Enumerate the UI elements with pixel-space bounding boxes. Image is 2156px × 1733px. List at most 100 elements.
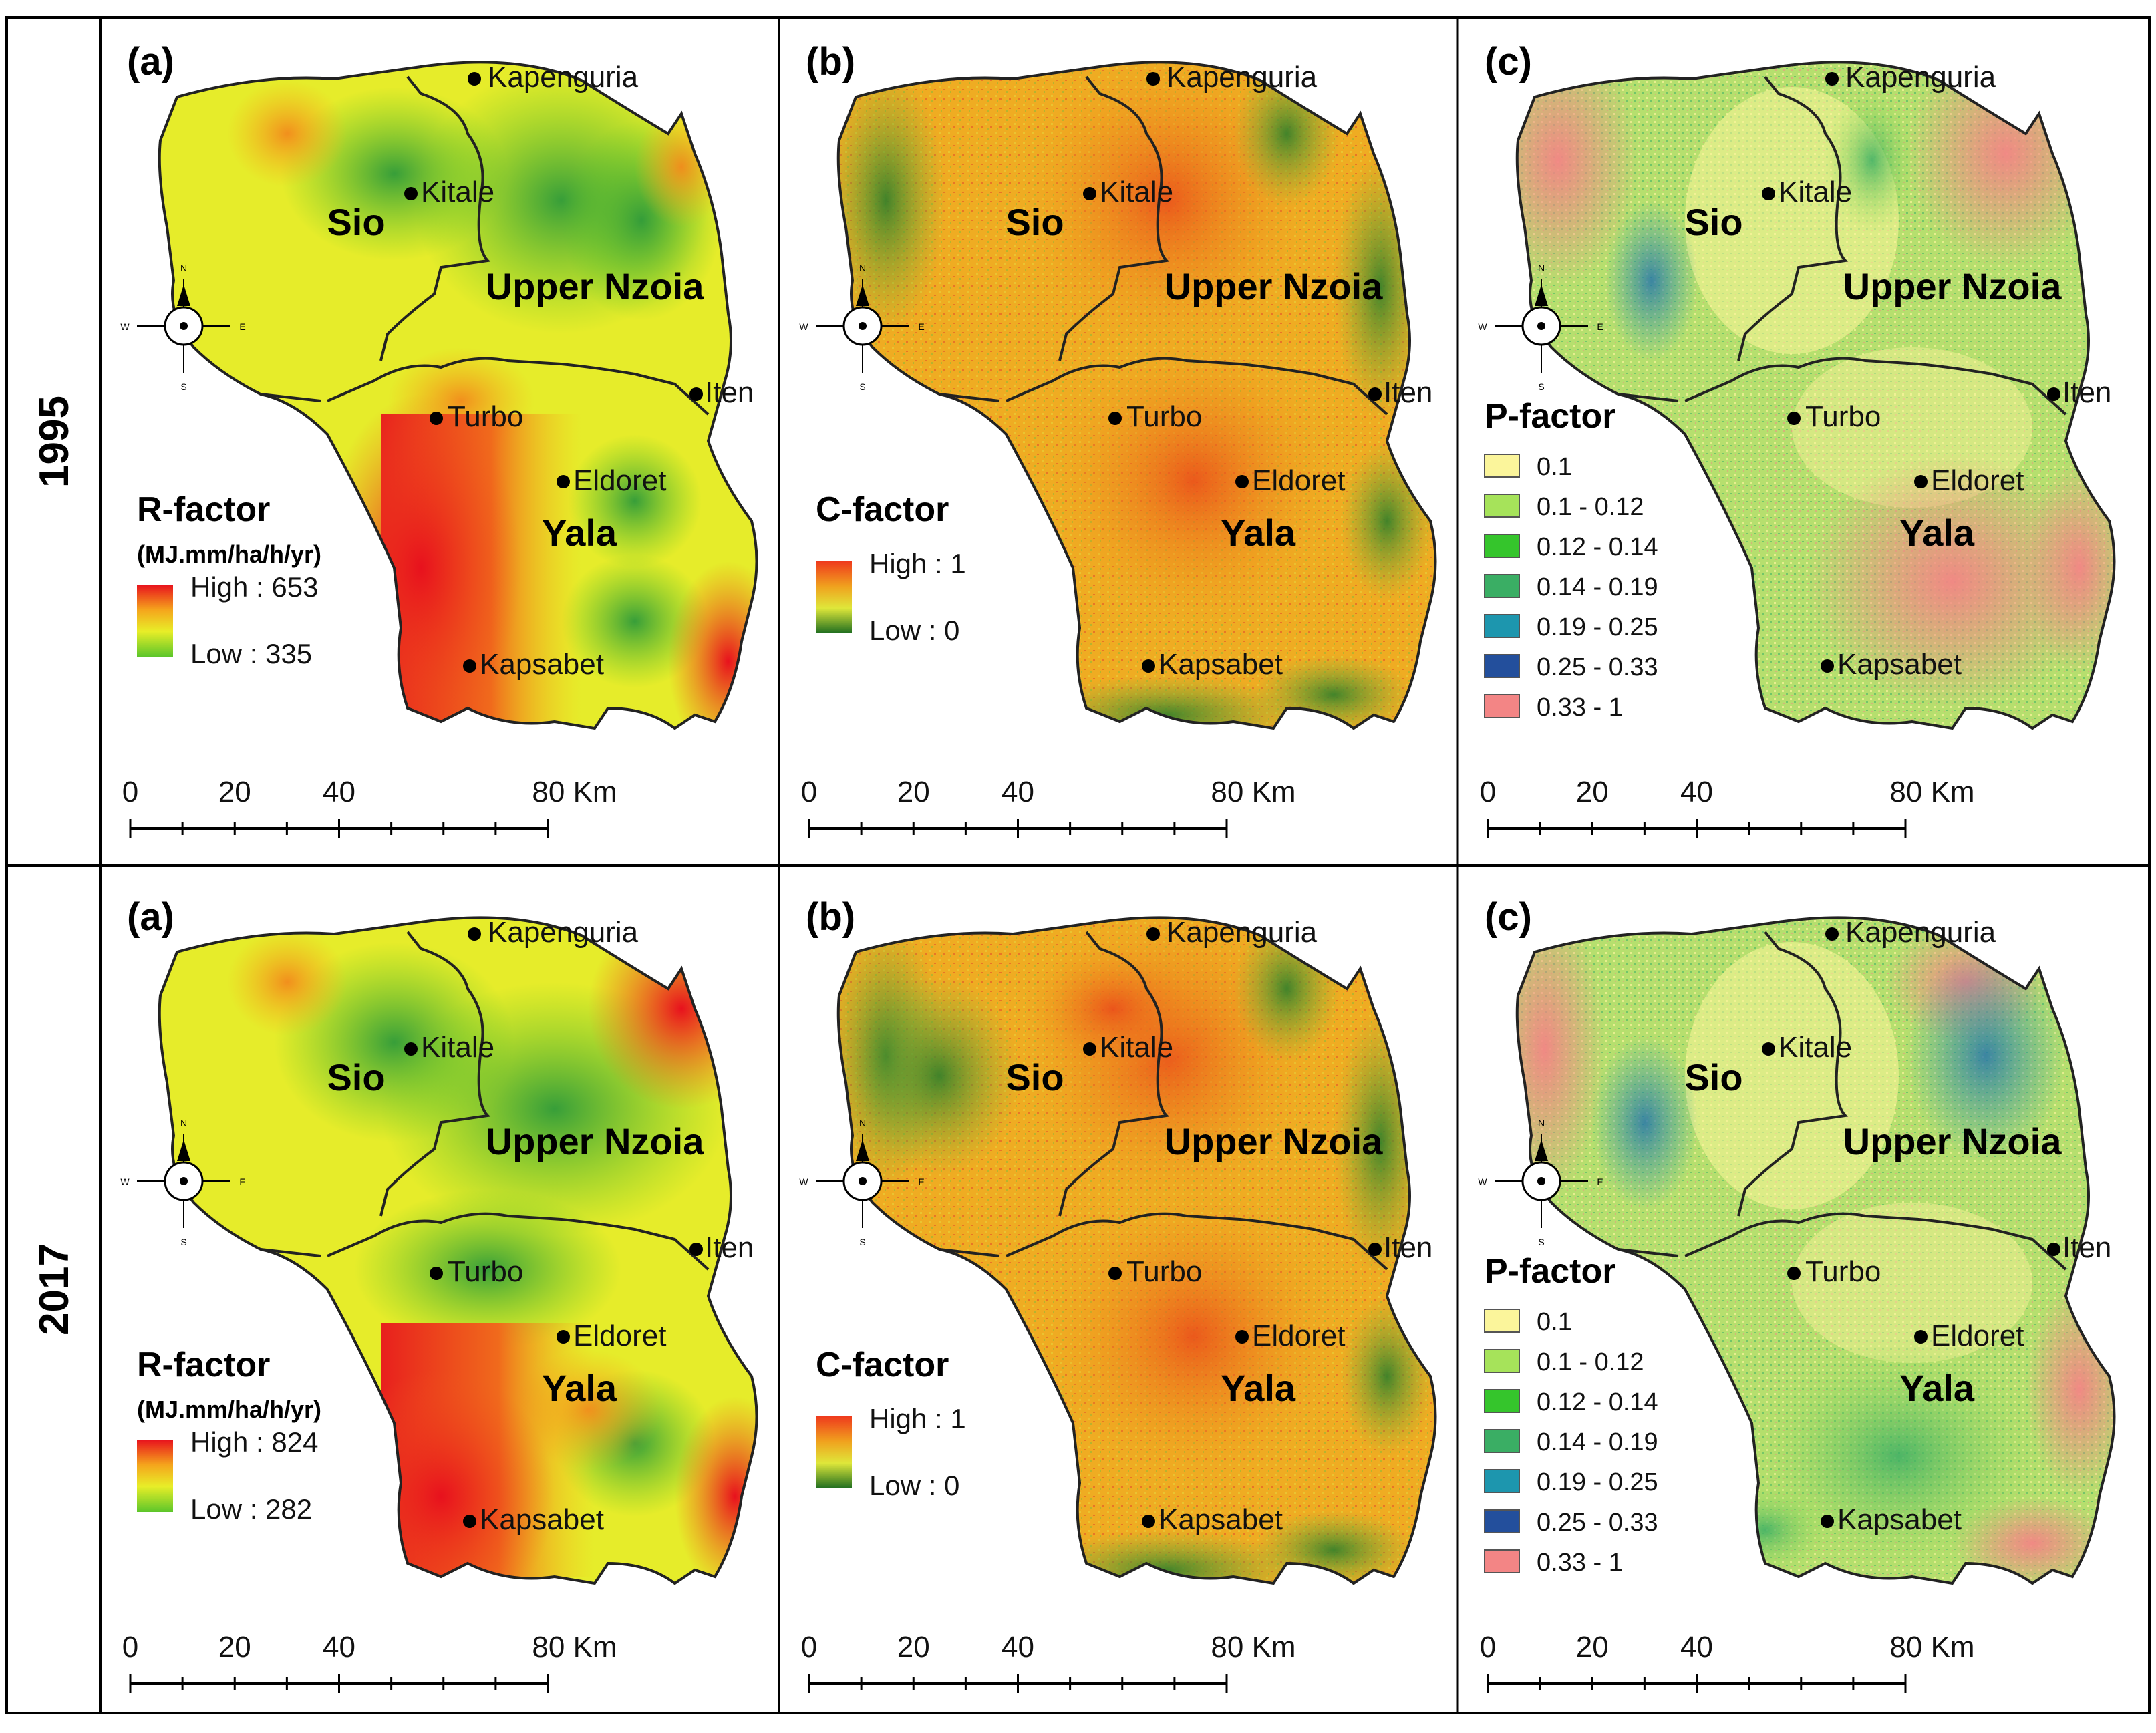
- town-marker: [1368, 387, 1382, 401]
- catchment-outline: [158, 61, 758, 730]
- town-marker: [1787, 412, 1801, 425]
- compass-letter: W: [1478, 1176, 1487, 1187]
- north-arrow-icon: N S E W: [120, 263, 245, 392]
- sub-basin-boundary: [379, 75, 491, 361]
- legend-high-label: High : 653: [190, 571, 318, 603]
- basin-label: Yala: [1899, 1367, 1975, 1409]
- town-label: Eldoret: [573, 464, 666, 497]
- compass-letter: N: [180, 263, 187, 273]
- legend-swatch: [1484, 694, 1520, 718]
- legend-class-label: 0.12 - 0.14: [1537, 1388, 1658, 1416]
- sub-basin-boundary: [939, 393, 1000, 402]
- panel-letter: (c): [1485, 895, 1532, 939]
- basin-label: Yala: [1221, 512, 1296, 554]
- scale-bar: 0 20 40 80 Km: [1480, 776, 1975, 838]
- scale-label: 80 Km: [532, 1631, 617, 1664]
- year-label: 2017: [31, 1243, 78, 1335]
- basin-label: Upper Nzoia: [1843, 265, 2062, 307]
- sub-basin-boundary: [1618, 393, 1679, 402]
- town-marker: [1235, 1330, 1249, 1344]
- legend-high-label: High : 824: [190, 1426, 318, 1458]
- panel-letter: (c): [1485, 40, 1532, 84]
- compass-letter: S: [180, 381, 186, 392]
- scale-label: 0: [801, 1631, 817, 1664]
- north-arrow-icon: N S E W: [1478, 1118, 1603, 1247]
- scale-label: 0: [801, 776, 817, 808]
- sub-basin-boundary: [260, 393, 321, 402]
- town-label: Turbo: [1805, 1255, 1881, 1288]
- legend-title: C-factor: [816, 490, 949, 529]
- town-label: Kitale: [421, 1031, 494, 1064]
- c-factor-panel: Kapenguria Kitale Iten Turbo Eldoret Kapsabet…: [799, 895, 1437, 1693]
- scale-label: 80 Km: [1889, 776, 1974, 808]
- basin-label: Yala: [542, 1367, 617, 1409]
- town-marker: [1142, 1515, 1155, 1528]
- legend: P-factor 0.1 0.1 - 0.12 0.12 - 0.14 0.14 - 0…: [1484, 1252, 1658, 1577]
- year-labels: 1995 2017: [31, 396, 78, 1335]
- sub-basin-boundary: [1006, 357, 1388, 416]
- legend-low-label: Low : 282: [190, 1493, 312, 1525]
- legend-unit: (MJ.mm/ha/h/yr): [137, 540, 321, 568]
- legend-class-label: 0.25 - 0.33: [1537, 653, 1658, 681]
- town-marker: [1825, 927, 1839, 941]
- basin-label: Sio: [1684, 1056, 1742, 1098]
- compass-letter: N: [1538, 263, 1545, 273]
- legend: R-factor (MJ.mm/ha/h/yr) High : 824 Low : 2…: [137, 1346, 321, 1525]
- scale-bar: 0 20 40 80 Km: [801, 1631, 1296, 1693]
- legend-class-label: 0.14 - 0.19: [1537, 1428, 1658, 1456]
- town-marker: [1762, 1042, 1775, 1056]
- c-factor-panel: Kapenguria Kitale Iten Turbo Eldoret Kapsabet…: [799, 40, 1437, 838]
- panels: Kapenguria Kitale Iten Turbo Eldoret Kapsabet…: [120, 40, 2116, 1693]
- p-factor-surface: [1517, 62, 2115, 729]
- compass-letter: E: [239, 1176, 245, 1187]
- basin-label: Yala: [1899, 512, 1975, 554]
- legend-title: P-factor: [1485, 1252, 1615, 1291]
- sub-basin-boundary: [260, 1248, 321, 1257]
- catchment-outline: [158, 916, 758, 1585]
- catchment-outline: [836, 916, 1437, 1585]
- scale-bar: 0 20 40 80 Km: [122, 1631, 617, 1693]
- town-label: Kapenguria: [1845, 916, 1996, 949]
- town-label: Kapenguria: [488, 916, 639, 949]
- legend: C-factor High : 1 Low : 0: [816, 1346, 966, 1501]
- legend-swatch: [1484, 574, 1520, 598]
- legend: P-factor 0.1 0.1 - 0.12 0.12 - 0.14 0.14 - 0…: [1484, 397, 1658, 722]
- scale-label: 80 Km: [532, 776, 617, 808]
- basin-label: Sio: [327, 201, 385, 243]
- town-marker: [1368, 1243, 1382, 1256]
- basin-label: Upper Nzoia: [1843, 1120, 2062, 1162]
- legend-swatch: [1484, 1509, 1520, 1533]
- town-marker: [2047, 1243, 2060, 1256]
- compass-letter: W: [120, 321, 130, 332]
- sub-basin-boundary: [939, 1248, 1000, 1257]
- town-marker: [557, 1330, 570, 1344]
- town-marker: [1108, 412, 1122, 425]
- legend-class-label: 0.1: [1537, 453, 1572, 481]
- scale-label: 20: [218, 1631, 251, 1664]
- sub-basin-boundary: [379, 931, 491, 1217]
- town-label: Kapsabet: [1159, 1503, 1283, 1536]
- legend-class-label: 0.33 - 1: [1537, 693, 1623, 722]
- basin-label: Upper Nzoia: [1165, 265, 1384, 307]
- town-marker: [404, 187, 418, 200]
- sub-basin-boundary: [327, 1212, 710, 1271]
- compass-letter: W: [799, 1176, 808, 1187]
- scale-label: 80 Km: [1889, 1631, 1974, 1664]
- town-marker: [430, 412, 443, 425]
- town-label: Eldoret: [1252, 464, 1345, 497]
- town-label: Iten: [705, 376, 754, 409]
- scale-label: 20: [1576, 776, 1609, 808]
- town-label: Kapenguria: [1167, 61, 1318, 94]
- scale-label: 20: [1576, 1631, 1609, 1664]
- north-arrow-icon: N S E W: [799, 1118, 924, 1247]
- legend-unit: (MJ.mm/ha/h/yr): [137, 1396, 321, 1423]
- town-marker: [1825, 72, 1839, 86]
- town-marker: [468, 927, 481, 941]
- north-arrow-icon: N S E W: [1478, 263, 1603, 392]
- legend-title: P-factor: [1485, 397, 1615, 436]
- basin-label: Upper Nzoia: [1165, 1120, 1384, 1162]
- legend-class-label: 0.12 - 0.14: [1537, 533, 1658, 561]
- legend-swatch: [1484, 454, 1520, 478]
- legend-high-label: High : 1: [869, 1403, 966, 1434]
